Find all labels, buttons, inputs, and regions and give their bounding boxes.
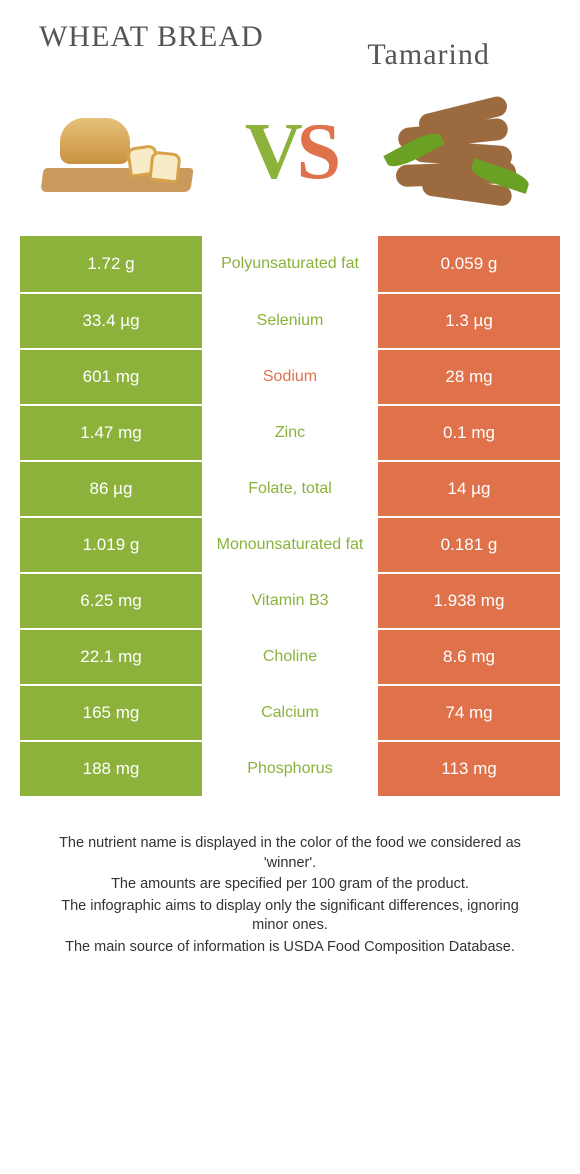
table-row: 1.47 mgZinc0.1 mg bbox=[20, 404, 560, 460]
cell-right-value: 1.3 µg bbox=[378, 294, 560, 348]
cell-left-value: 6.25 mg bbox=[20, 574, 202, 628]
cell-right-value: 14 µg bbox=[378, 462, 560, 516]
vs-label: VS bbox=[245, 107, 335, 198]
cell-right-value: 8.6 mg bbox=[378, 630, 560, 684]
cell-left-value: 1.72 g bbox=[20, 236, 202, 292]
table-row: 86 µgFolate, total14 µg bbox=[20, 460, 560, 516]
cell-left-value: 601 mg bbox=[20, 350, 202, 404]
cell-nutrient-label: Sodium bbox=[202, 350, 378, 404]
cell-left-value: 1.019 g bbox=[20, 518, 202, 572]
cell-nutrient-label: Selenium bbox=[202, 294, 378, 348]
cell-left-value: 22.1 mg bbox=[20, 630, 202, 684]
table-row: 601 mgSodium28 mg bbox=[20, 348, 560, 404]
cell-nutrient-label: Choline bbox=[202, 630, 378, 684]
cell-nutrient-label: Phosphorus bbox=[202, 742, 378, 796]
title-left: WHEAT BREAD bbox=[38, 20, 265, 55]
footer-notes: The nutrient name is displayed in the co… bbox=[18, 796, 562, 957]
footer-line: The main source of information is USDA F… bbox=[46, 938, 534, 958]
infographic-root: WHEAT BREAD Tamarind VS bbox=[0, 0, 580, 957]
table-row: 33.4 µgSelenium1.3 µg bbox=[20, 292, 560, 348]
table-row: 1.72 gPolyunsaturated fat0.059 g bbox=[20, 236, 560, 292]
left-food-image bbox=[30, 92, 205, 212]
cell-nutrient-label: Calcium bbox=[202, 686, 378, 740]
cell-nutrient-label: Folate, total bbox=[202, 462, 378, 516]
right-food-image bbox=[375, 92, 550, 212]
cell-left-value: 165 mg bbox=[20, 686, 202, 740]
cell-right-value: 28 mg bbox=[378, 350, 560, 404]
table-row: 6.25 mgVitamin B31.938 mg bbox=[20, 572, 560, 628]
cell-left-value: 86 µg bbox=[20, 462, 202, 516]
cell-nutrient-label: Polyunsaturated fat bbox=[202, 236, 378, 292]
cell-right-value: 113 mg bbox=[378, 742, 560, 796]
cell-right-value: 0.059 g bbox=[378, 236, 560, 292]
title-row: WHEAT BREAD Tamarind bbox=[18, 20, 562, 82]
cell-nutrient-label: Monounsaturated fat bbox=[202, 518, 378, 572]
table-row: 1.019 gMonounsaturated fat0.181 g bbox=[20, 516, 560, 572]
table-row: 22.1 mgCholine8.6 mg bbox=[20, 628, 560, 684]
comparison-table: 1.72 gPolyunsaturated fat0.059 g33.4 µgS… bbox=[20, 236, 560, 796]
cell-right-value: 74 mg bbox=[378, 686, 560, 740]
footer-line: The infographic aims to display only the… bbox=[46, 897, 534, 936]
footer-line: The amounts are specified per 100 gram o… bbox=[46, 875, 534, 895]
cell-left-value: 188 mg bbox=[20, 742, 202, 796]
footer-line: The nutrient name is displayed in the co… bbox=[46, 834, 534, 873]
cell-nutrient-label: Vitamin B3 bbox=[202, 574, 378, 628]
cell-right-value: 0.181 g bbox=[378, 518, 560, 572]
title-right: Tamarind bbox=[315, 38, 542, 72]
cell-nutrient-label: Zinc bbox=[202, 406, 378, 460]
tamarind-icon bbox=[378, 97, 548, 207]
hero-row: VS bbox=[18, 82, 562, 232]
table-row: 188 mgPhosphorus113 mg bbox=[20, 740, 560, 796]
cell-right-value: 1.938 mg bbox=[378, 574, 560, 628]
vs-s: S bbox=[297, 107, 336, 198]
cell-right-value: 0.1 mg bbox=[378, 406, 560, 460]
vs-v: V bbox=[245, 107, 297, 198]
cell-left-value: 33.4 µg bbox=[20, 294, 202, 348]
bread-icon bbox=[38, 112, 198, 192]
table-row: 165 mgCalcium74 mg bbox=[20, 684, 560, 740]
cell-left-value: 1.47 mg bbox=[20, 406, 202, 460]
